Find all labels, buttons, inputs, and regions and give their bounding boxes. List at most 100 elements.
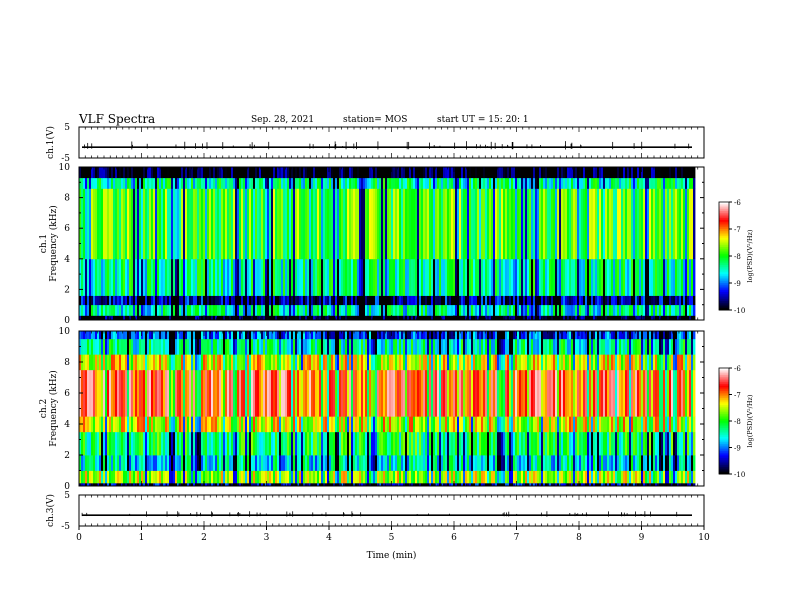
spectral-cell [89, 177, 92, 189]
spectral-cell [297, 416, 300, 433]
spectral-cell [347, 416, 350, 433]
spectral-cell [353, 331, 356, 340]
spectral-cell [283, 482, 286, 487]
spectral-cell [509, 177, 512, 189]
spectral-cell [203, 188, 206, 260]
spectral-cell [149, 167, 152, 179]
spectral-cell [373, 455, 376, 471]
spectral-cell [373, 331, 376, 340]
spectral-cell [447, 338, 450, 355]
spectral-cell [389, 295, 392, 306]
spectral-cell [163, 331, 166, 340]
spectral-cell [375, 338, 378, 355]
spectral-cell [501, 295, 504, 306]
spectral-cell [343, 431, 346, 456]
spectral-cell [575, 167, 578, 179]
spectral-cell [111, 295, 114, 306]
spectral-cell [95, 470, 98, 484]
spectral-cell [265, 304, 268, 316]
spectral-cell [127, 338, 130, 355]
spectral-cell [173, 338, 176, 355]
spectral-cell [543, 315, 546, 321]
spectral-cell [339, 455, 342, 471]
spectral-cell [635, 177, 638, 189]
spectral-cell [81, 188, 84, 260]
spectral-cell [559, 177, 562, 189]
spectral-cell [325, 331, 328, 340]
spectral-cell [495, 304, 498, 316]
spectral-cell [435, 431, 438, 456]
spectral-cell [185, 304, 188, 316]
spectral-cell [239, 177, 242, 189]
spectral-cell [537, 167, 540, 179]
spectral-cell [143, 338, 146, 355]
spectral-cell [391, 455, 394, 471]
spectral-cell [257, 188, 260, 260]
spectral-cell [475, 315, 478, 321]
spectral-cell [463, 188, 466, 260]
spectral-cell [497, 295, 500, 306]
spectral-cell [561, 315, 564, 321]
spectral-cell [619, 188, 622, 260]
spectral-cell [529, 258, 532, 296]
spectral-cell [541, 470, 544, 484]
spectral-cell [139, 354, 142, 371]
spectral-cell [631, 258, 634, 296]
spectral-cell [487, 470, 490, 484]
spectral-cell [153, 354, 156, 371]
spectral-cell [479, 167, 482, 179]
spectral-cell [141, 455, 144, 471]
spectral-cell [209, 167, 212, 179]
spectral-cell [547, 331, 550, 340]
spectral-cell [243, 455, 246, 471]
spectral-cell [317, 431, 320, 456]
spectral-cell [671, 177, 674, 189]
spectral-cell [447, 455, 450, 471]
spectral-cell [415, 354, 418, 371]
spectral-cell [489, 369, 492, 417]
spectral-cell [411, 177, 414, 189]
spectral-cell [391, 416, 394, 433]
spectral-cell [205, 188, 208, 260]
spectral-cell [531, 177, 534, 189]
spectral-cell [297, 369, 300, 417]
spectral-cell [541, 258, 544, 296]
spectral-cell [349, 188, 352, 260]
spectral-cell [113, 455, 116, 471]
spectral-cell [453, 470, 456, 484]
spectral-cell [409, 188, 412, 260]
spectral-cell [475, 331, 478, 340]
spectral-cell [199, 470, 202, 484]
spectral-cell [425, 338, 428, 355]
spectral-cell [343, 315, 346, 321]
spectral-cell [207, 188, 210, 260]
spectral-cell [411, 167, 414, 179]
spectral-cell [149, 455, 152, 471]
spectral-cell [405, 304, 408, 316]
spectral-cell [111, 416, 114, 433]
spectral-cell [207, 482, 210, 487]
spectral-cell [233, 369, 236, 417]
spectral-cell [513, 455, 516, 471]
spectral-cell [511, 431, 514, 456]
spectral-cell [417, 354, 420, 371]
spectral-cell [329, 188, 332, 260]
spectral-cell [671, 315, 674, 321]
spectral-cell [527, 188, 530, 260]
spectral-cell [243, 304, 246, 316]
spectral-cell [263, 188, 266, 260]
spectral-cell [575, 482, 578, 487]
spectral-cell [451, 177, 454, 189]
spectral-cell [195, 338, 198, 355]
spectral-cell [335, 470, 338, 484]
spectral-cell [159, 354, 162, 371]
spectral-cell [211, 331, 214, 340]
spectral-cell [223, 295, 226, 306]
spectral-cell [313, 416, 316, 433]
spectral-cell [107, 416, 110, 433]
spectral-cell [443, 369, 446, 417]
spectral-cell [463, 369, 466, 417]
spectral-cell [289, 354, 292, 371]
spectral-cell [385, 295, 388, 306]
spectral-cell [409, 416, 412, 433]
